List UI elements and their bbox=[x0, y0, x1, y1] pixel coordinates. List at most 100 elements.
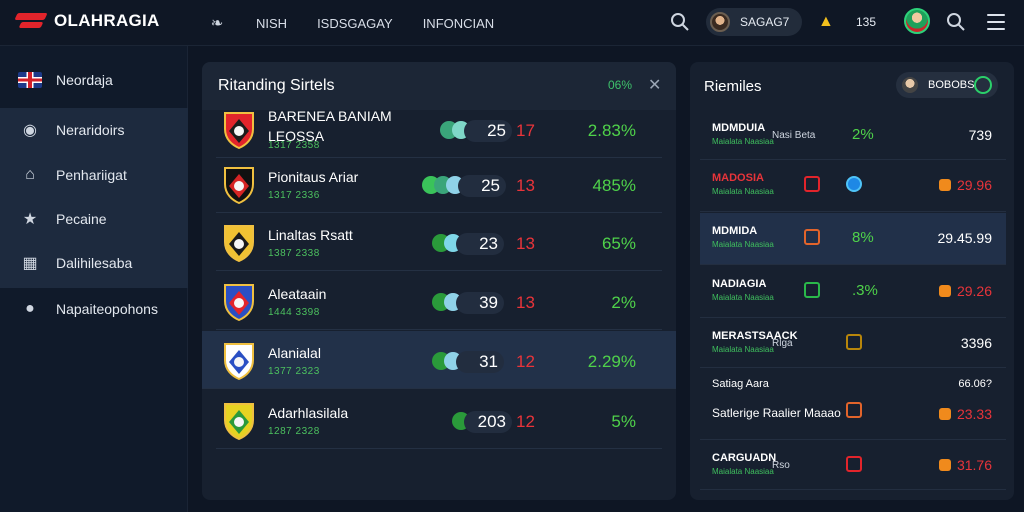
coin-icon bbox=[938, 459, 951, 471]
sidebar-item-label: Neraridoirs bbox=[56, 122, 125, 138]
item-title: MERASTSAACK bbox=[712, 330, 798, 342]
table-row[interactable]: BARENEA BANIAM LEOSSA 1317 2358 25 17 2.8… bbox=[216, 100, 662, 158]
team-name: Pionitaus Ariar bbox=[268, 169, 359, 185]
list-item[interactable]: MERASTSAACK Maialata Naasiaa Rlga 3396 bbox=[700, 318, 1006, 368]
team-subtitle: 1387 2338 bbox=[268, 248, 320, 259]
account-chip[interactable]: SAGAG7 bbox=[706, 8, 802, 36]
sidebar-item-label: Napaiteopohons bbox=[56, 301, 158, 317]
table-row[interactable]: Alanialal 1377 2323 31 12 2.29% bbox=[202, 331, 676, 389]
loss-value: 12 bbox=[516, 412, 535, 431]
item-value-text: 3396 bbox=[960, 335, 992, 351]
table-row[interactable]: Aleataain 1444 3398 39 13 2% bbox=[216, 272, 662, 330]
coin-icon bbox=[938, 285, 951, 297]
user-icon: ● bbox=[25, 300, 35, 317]
sidebar-item-dalihilesaba[interactable]: ▦ Dalihilesaba bbox=[0, 241, 188, 285]
toggle-ring-icon bbox=[974, 76, 992, 94]
item-top-value: 66.06? bbox=[958, 378, 992, 390]
nav-item-2[interactable]: ISDSGAGAY bbox=[317, 15, 393, 31]
item-value-text: 23.33 bbox=[956, 406, 992, 422]
nav-item-3[interactable]: INFONCIAN bbox=[422, 15, 495, 31]
table-row[interactable]: Adarhlasilala 1287 2328 203 12 5% bbox=[216, 391, 662, 449]
medal-icon: ◉ bbox=[23, 122, 37, 139]
sidebar-item-penhariigat[interactable]: ⌂ Penhariigat bbox=[0, 153, 188, 197]
coin-count: 135 bbox=[856, 15, 877, 29]
score-pill: 23 bbox=[456, 233, 504, 255]
team-name: Aleataain bbox=[268, 286, 327, 302]
item-value: 739 bbox=[969, 127, 992, 143]
sidebar-item-label: Dalihilesaba bbox=[56, 255, 133, 271]
team-crest-icon bbox=[224, 167, 254, 204]
item-subtitle: Maialata Naasiaa bbox=[712, 467, 774, 476]
sidebar-item-napaiteopohons[interactable]: ● Napaiteopohons bbox=[0, 287, 188, 331]
sidebar-item-label: Neordaja bbox=[56, 72, 113, 88]
uk-flag-icon bbox=[18, 72, 42, 88]
list-item[interactable]: Satiag Aara 66.06? Satlerige Raalier Maa… bbox=[700, 370, 1006, 440]
close-icon[interactable]: ✕ bbox=[648, 77, 662, 94]
home-icon: ⌂ bbox=[25, 166, 35, 183]
team-name-line: BARENEA BANIAM bbox=[268, 108, 392, 124]
loss-value: 13 bbox=[516, 176, 535, 195]
score-pill: 25 bbox=[464, 120, 512, 142]
side-chip[interactable]: BOBOBS bbox=[896, 72, 998, 98]
item-subtitle: Satlerige Raalier Maaao bbox=[712, 406, 841, 420]
list-item[interactable]: NADIAGIA Maialata Naasiaa .3% 29.26 bbox=[700, 266, 1006, 318]
hamburger-menu-icon[interactable] bbox=[987, 14, 1005, 30]
coin-icon bbox=[938, 408, 951, 420]
app-logo[interactable]: OLAHRAGIA bbox=[14, 9, 160, 33]
item-subtitle: Maialata Naasiaa bbox=[712, 187, 774, 196]
coins-icon[interactable]: ▲ bbox=[818, 13, 834, 30]
item-title: MDMIDA bbox=[712, 225, 758, 237]
nav-item-1[interactable]: NISH bbox=[256, 15, 288, 31]
table-row[interactable]: Linaltas Rsatt 1387 2338 23 13 65% bbox=[216, 213, 662, 271]
trophy-icon: ★ bbox=[22, 211, 38, 228]
percent-value: 2.29% bbox=[587, 352, 636, 371]
item-percent: .3% bbox=[852, 282, 878, 299]
percent-value: 65% bbox=[601, 234, 636, 253]
chart-icon: ▦ bbox=[22, 255, 38, 272]
list-item[interactable]: MDMIDA Maialata Naasiaa 8% 29.45.99 bbox=[700, 213, 1006, 265]
item-subtitle: Maialata Naasiaa bbox=[712, 137, 774, 146]
item-label: Rso bbox=[772, 460, 790, 471]
item-label: Rlga bbox=[772, 338, 793, 349]
team-subtitle: 1317 2336 bbox=[268, 190, 320, 201]
team-crest-icon bbox=[224, 284, 254, 321]
team-badge-icon bbox=[804, 282, 820, 298]
search-icon[interactable] bbox=[946, 12, 966, 32]
item-subtitle: Maialata Naasiaa bbox=[712, 240, 774, 249]
list-item[interactable]: MDMDUIA Maialata Naasiaa Nasi Beta 2% 739 bbox=[700, 110, 1006, 160]
item-value: 29.45.99 bbox=[938, 230, 993, 246]
team-name: Alanialal bbox=[268, 345, 321, 361]
item-value-text: 31.76 bbox=[956, 457, 992, 473]
item-percent: 2% bbox=[852, 126, 874, 143]
score-pill: 203 bbox=[464, 411, 512, 433]
item-value: 29.26 bbox=[938, 283, 992, 299]
percent-value: 5% bbox=[611, 412, 636, 431]
team-crest-icon bbox=[224, 403, 254, 440]
item-value: 31.76 bbox=[938, 457, 992, 473]
table-row[interactable]: Pionitaus Ariar 1317 2336 25 13 485% bbox=[216, 155, 662, 213]
sidebar-item-neraridoirs[interactable]: ◉ Neraridoirs bbox=[0, 108, 188, 152]
avatar bbox=[710, 12, 730, 32]
item-subtitle: Maialata Naasiaa bbox=[712, 345, 774, 354]
leaf-icon[interactable]: ❧ bbox=[210, 15, 224, 32]
sidebar-item-pecaine[interactable]: ★ Pecaine bbox=[0, 197, 188, 241]
item-subtitle: Maialata Naasiaa bbox=[712, 293, 774, 302]
score-pill: 39 bbox=[456, 292, 504, 314]
side-panel-header: Riemiles BOBOBS bbox=[690, 62, 1014, 110]
standings-panel: Ritanding Sirtels 06% ✕ BARENEA BANIAM LE… bbox=[202, 62, 676, 500]
list-item[interactable]: MADOSIA Maialata Naasiaa 29.96 bbox=[700, 160, 1006, 212]
search-icon[interactable] bbox=[670, 12, 690, 32]
percent-value: 2% bbox=[611, 293, 636, 312]
list-item[interactable]: CARGUADN Maialata Naasiaa Rso 31.76 bbox=[700, 440, 1006, 490]
sidebar-item-neordaja[interactable]: Neordaja bbox=[0, 58, 188, 102]
panel-title: Ritanding Sirtels bbox=[218, 77, 335, 94]
score-pill: 25 bbox=[458, 175, 506, 197]
team-subtitle: 1444 3398 bbox=[268, 307, 320, 318]
sidebar: Neordaja ◉ Neraridoirs ⌂ Penhariigat ★ P… bbox=[0, 46, 188, 512]
loss-value: 12 bbox=[516, 352, 535, 371]
team-subtitle: 1377 2323 bbox=[268, 366, 320, 377]
side-chip-label: BOBOBS bbox=[928, 79, 975, 91]
team-crest-icon bbox=[224, 112, 254, 149]
team-subtitle: 1287 2328 bbox=[268, 426, 320, 437]
profile-avatar[interactable] bbox=[904, 8, 930, 34]
